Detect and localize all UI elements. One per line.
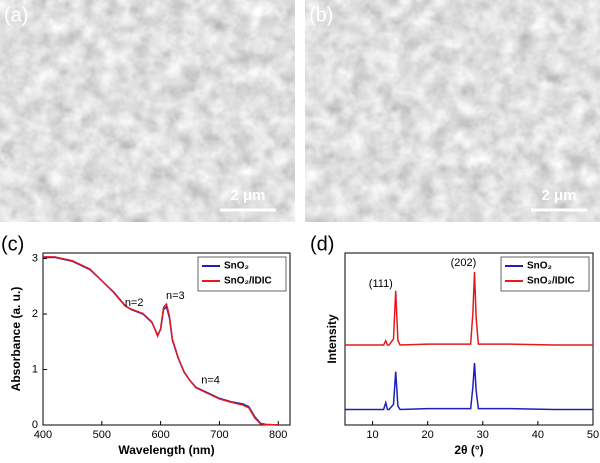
y-tick-label: 3	[32, 252, 38, 264]
x-tick-label: 800	[269, 429, 287, 441]
data-line	[345, 271, 593, 346]
panel-label: (b)	[309, 4, 333, 26]
scale-label: 2 μm	[230, 187, 265, 204]
plot-frame	[344, 252, 594, 426]
x-axis-label: Wavelength (nm)	[118, 443, 214, 457]
panel-label: (c)	[1, 233, 24, 255]
x-tick-label: 40	[532, 429, 544, 441]
y-tick-label: 0	[32, 419, 38, 431]
x-tick-label: 20	[422, 429, 434, 441]
x-tick-label: 30	[477, 429, 489, 441]
x-tick-label: 10	[366, 429, 378, 441]
data-line	[43, 256, 279, 426]
panel-label: (d)	[310, 233, 334, 255]
y-axis-label: Intensity	[325, 314, 339, 364]
legend-label: SnO₂	[224, 261, 249, 272]
legend-box	[500, 256, 590, 292]
legend-label: SnO₂/IDIC	[527, 276, 575, 287]
data-line	[345, 363, 593, 411]
y-tick-label: 2	[32, 308, 38, 320]
sem-texture	[305, 0, 600, 222]
annotation: n=4	[201, 375, 220, 387]
plot-frame	[42, 252, 291, 426]
x-tick-label: 700	[210, 429, 228, 441]
scale-label: 2 μm	[541, 187, 576, 204]
y-axis-label: Absorbance (a. u.)	[9, 287, 23, 392]
x-axis-label: 2θ (°)	[454, 443, 483, 457]
legend-label: SnO₂	[527, 261, 552, 272]
annotation: (202)	[451, 257, 477, 269]
annotation: (111)	[369, 278, 393, 290]
panel-label: (a)	[4, 4, 28, 26]
x-tick-label: 600	[151, 429, 169, 441]
y-tick-label: 1	[32, 363, 38, 375]
x-tick-label: 500	[93, 429, 111, 441]
annotation: n=2	[125, 297, 144, 309]
legend-label: SnO₂/IDIC	[224, 276, 272, 287]
x-tick-label: 400	[34, 429, 52, 441]
legend-box	[197, 256, 287, 292]
annotation: n=3	[166, 290, 185, 302]
sem-texture	[0, 0, 295, 222]
x-tick-label: 50	[587, 429, 599, 441]
